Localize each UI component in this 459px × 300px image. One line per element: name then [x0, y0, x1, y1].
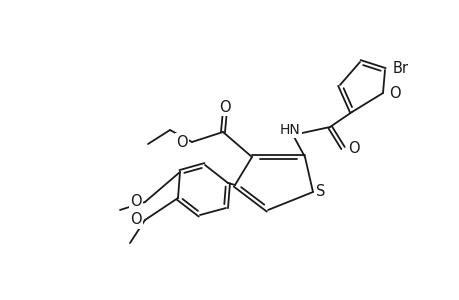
Text: S: S — [316, 184, 325, 200]
Text: O: O — [388, 85, 400, 100]
Text: O: O — [347, 140, 359, 155]
Text: O: O — [130, 194, 142, 209]
Text: O: O — [218, 100, 230, 115]
Text: O: O — [176, 134, 188, 149]
Text: HN: HN — [279, 123, 300, 137]
Text: O: O — [130, 212, 142, 227]
Text: Br: Br — [392, 61, 408, 76]
